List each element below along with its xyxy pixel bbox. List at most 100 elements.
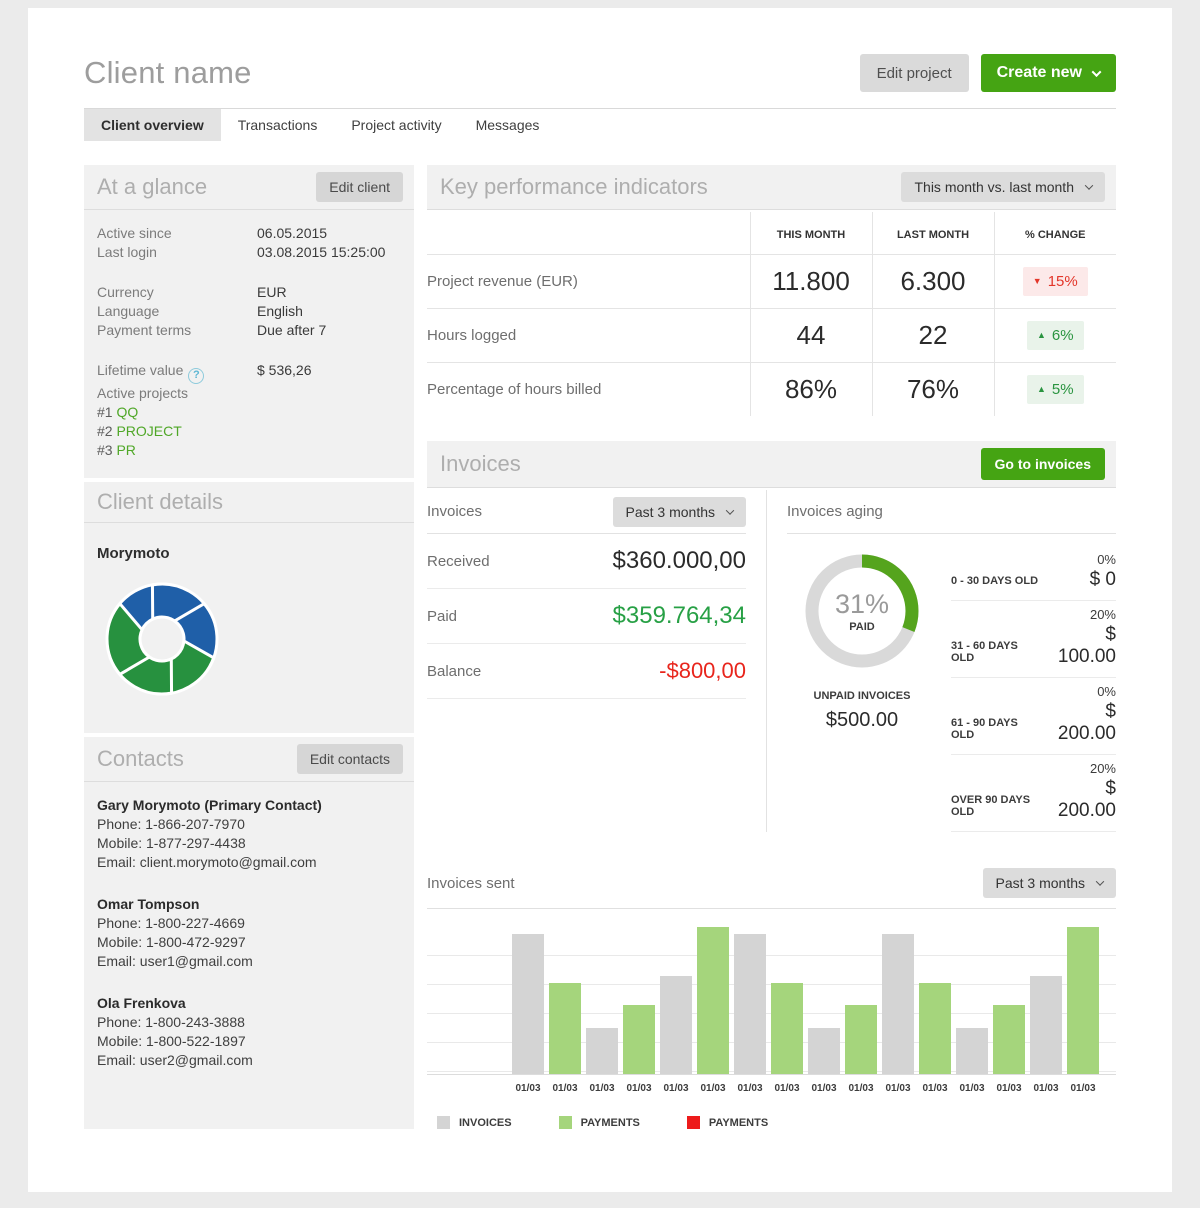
- paid-donut-chart: 31% PAID UNPAID INVOICES $500.00: [787, 552, 937, 832]
- chart-bar-invoices: [882, 934, 914, 1074]
- kpi-value: 86%: [784, 374, 838, 404]
- edit-contacts-button[interactable]: Edit contacts: [296, 743, 403, 774]
- invoices-sent-period-dropdown[interactable]: Past 3 months: [982, 868, 1116, 898]
- chart-x-label: 01/03: [737, 1083, 763, 1094]
- chart-bar-invoices: [512, 934, 544, 1074]
- chart-legend: INVOICES PAYMENTS PAYMENTS: [427, 1116, 1116, 1129]
- tab-transactions[interactable]: Transactions: [237, 117, 318, 133]
- sidebar: At a glance Edit client Active since 06.0…: [84, 165, 414, 1129]
- at-a-glance-title: At a glance: [97, 174, 208, 199]
- chart-x-label: 01/03: [1070, 1083, 1096, 1094]
- kpi-title: Key performance indicators: [440, 174, 708, 199]
- company-logo: [97, 574, 401, 709]
- contact-email: Email: user1@gmail.com: [97, 952, 253, 969]
- chart-x-label: 01/03: [848, 1083, 874, 1094]
- chart-x-label: 01/03: [774, 1083, 800, 1094]
- chart-bar-payments: [697, 927, 729, 1074]
- aging-row: 31 - 60 DAYS OLD 20% $ 100.00: [951, 601, 1116, 678]
- kpi-period-dropdown[interactable]: This month vs. last month: [901, 172, 1105, 202]
- page-header: Client name Edit project Create new: [84, 8, 1116, 92]
- chart-bar-invoices: [1030, 975, 1062, 1074]
- page-title: Client name: [84, 55, 252, 90]
- unpaid-invoices-value: $500.00: [825, 709, 899, 731]
- donut-caption: PAID: [849, 621, 875, 633]
- chart-x-label: 01/03: [811, 1083, 837, 1094]
- contacts-title: Contacts: [97, 745, 184, 771]
- project-link-row: #1 QQ: [97, 403, 139, 420]
- change-arrow-icon: ▼: [1032, 276, 1042, 286]
- payments-green-swatch-icon: [558, 1116, 572, 1129]
- kpi-row: Percentage of hours billed 86% 76% ▲ 5%: [427, 362, 1116, 416]
- client-details-panel: Client details Morymoto: [84, 481, 414, 733]
- legend-item-payments-green: PAYMENTS: [558, 1116, 640, 1129]
- invoice-period-dropdown[interactable]: Past 3 months: [612, 496, 746, 527]
- help-icon[interactable]: ?: [188, 367, 205, 384]
- chart-x-label: 01/03: [663, 1083, 689, 1094]
- contact-name: Ola Frenkova: [97, 994, 186, 1011]
- at-a-glance-panel: At a glance Edit client Active since 06.0…: [84, 165, 414, 478]
- company-name: Morymoto: [97, 544, 170, 562]
- kpi-value: 22: [918, 320, 948, 350]
- contact-card: Ola Frenkova Phone: 1-800-243-3888 Mobil…: [97, 994, 401, 1070]
- invoices-sent-period-value: Past 3 months: [995, 875, 1086, 891]
- chevron-down-icon: [1084, 181, 1094, 190]
- chart-x-label: 01/03: [922, 1083, 948, 1094]
- tab-messages[interactable]: Messages: [475, 117, 540, 133]
- contact-card: Gary Morymoto (Primary Contact) Phone: 1…: [97, 796, 401, 872]
- header-buttons: Edit project Create new: [859, 54, 1116, 92]
- invoices-swatch-icon: [437, 1116, 450, 1129]
- project-link-row: #2 PROJECT: [97, 422, 182, 439]
- chart-bar-invoices: [734, 934, 766, 1074]
- kpi-period-value: This month vs. last month: [914, 179, 1074, 195]
- kpi-corner-cell: [427, 212, 750, 255]
- change-badge: ▲ 6%: [1026, 321, 1084, 350]
- chart-bar-invoices: [586, 1028, 618, 1074]
- chart-x-label: 01/03: [626, 1083, 652, 1094]
- kpi-section: Key performance indicators This month vs…: [427, 165, 1116, 416]
- contacts-panel: Contacts Edit contacts Gary Morymoto (Pr…: [84, 736, 414, 1129]
- balance-amount: -$800,00: [659, 658, 746, 683]
- chart-bar-payments: [549, 982, 581, 1074]
- tab-client-overview[interactable]: Client overview: [84, 109, 221, 141]
- change-badge: ▼ 15%: [1022, 267, 1088, 296]
- invoices-sent-chart: [427, 927, 1116, 1075]
- kpi-col-header: LAST MONTH: [871, 212, 994, 255]
- invoices-sent-label: Invoices sent: [427, 874, 515, 892]
- content-card: Client name Edit project Create new Clie…: [28, 8, 1172, 1192]
- edit-project-button[interactable]: Edit project: [859, 54, 969, 92]
- project-link-row: #3 PR: [97, 441, 136, 458]
- chevron-down-icon: [1095, 877, 1105, 886]
- invoices-aging: Invoices aging 31%: [767, 490, 1116, 832]
- chart-bar-payments: [845, 1004, 877, 1074]
- legend-item-invoices: INVOICES: [437, 1116, 512, 1129]
- edit-client-button[interactable]: Edit client: [316, 172, 403, 202]
- kpi-header: Key performance indicators This month vs…: [427, 165, 1116, 210]
- chart-x-label: 01/03: [700, 1083, 726, 1094]
- project-link[interactable]: PROJECT: [116, 422, 182, 439]
- kpi-col-header: THIS MONTH: [749, 212, 872, 255]
- kpi-row: Hours logged 44 22 ▲ 6%: [427, 308, 1116, 363]
- change-value: 6%: [1051, 327, 1074, 344]
- contact-name: Omar Tompson: [97, 895, 200, 912]
- aging-row: OVER 90 DAYS OLD 20% $ 200.00: [951, 755, 1116, 832]
- kpi-value: 76%: [906, 374, 960, 404]
- create-new-button[interactable]: Create new: [980, 54, 1116, 92]
- received-amount: $360.000,00: [612, 547, 746, 574]
- tab-project-activity[interactable]: Project activity: [351, 117, 442, 133]
- project-link[interactable]: PR: [116, 441, 136, 458]
- chart-x-label: 01/03: [589, 1083, 615, 1094]
- contact-name: Gary Morymoto (Primary Contact): [97, 796, 322, 813]
- kpi-value: 6.300: [900, 266, 966, 296]
- invoice-summary-label: Invoices: [427, 503, 483, 520]
- go-to-invoices-button[interactable]: Go to invoices: [980, 448, 1105, 480]
- invoices-sent-header: Invoices sent Past 3 months: [427, 864, 1116, 909]
- invoice-summary-row: Received $360.000,00: [427, 534, 746, 589]
- aging-row: 61 - 90 DAYS OLD 0% $ 200.00: [951, 678, 1116, 755]
- change-arrow-icon: ▲: [1036, 330, 1046, 340]
- donut-percent: 31%: [834, 589, 890, 619]
- project-link[interactable]: QQ: [116, 403, 139, 420]
- contact-phone: Phone: 1-800-243-3888: [97, 1013, 245, 1030]
- invoices-aging-label: Invoices aging: [787, 503, 883, 520]
- glance-row: Last login 03.08.2015 15:25:00: [97, 244, 386, 260]
- glance-row: Language English: [97, 303, 303, 319]
